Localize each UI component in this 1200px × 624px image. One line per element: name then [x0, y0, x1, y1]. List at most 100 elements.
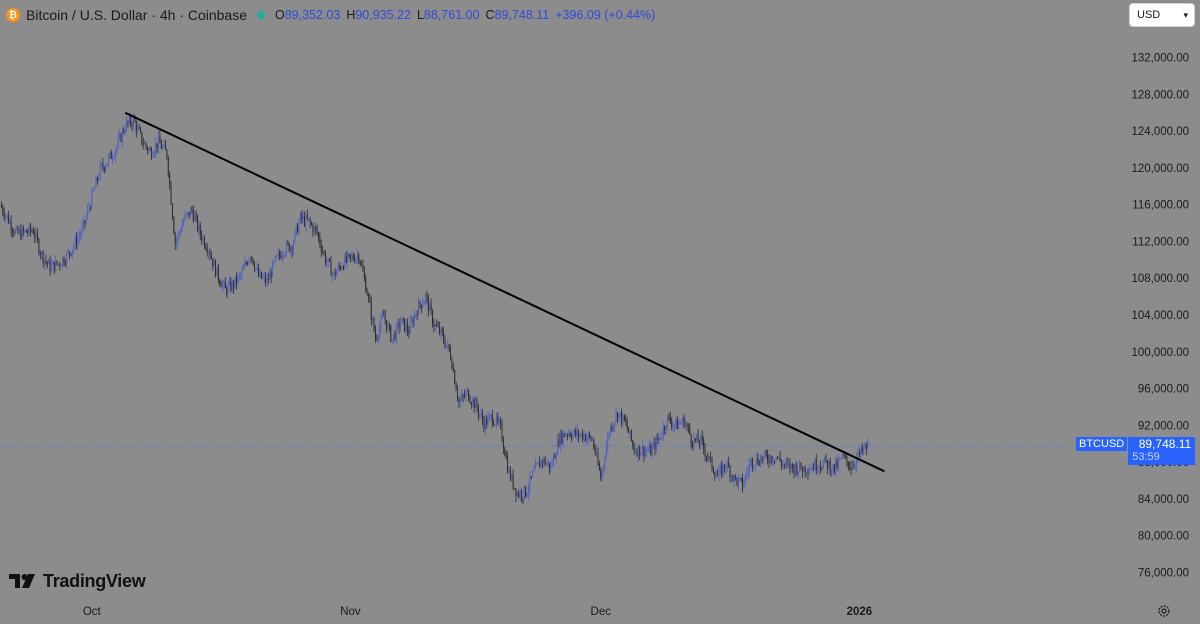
- candle-body: [370, 302, 372, 321]
- candle-body: [732, 475, 734, 481]
- candle-body: [758, 463, 760, 466]
- candle-body: [813, 467, 815, 470]
- candle-body: [400, 322, 401, 328]
- candle-body: [626, 421, 628, 429]
- candle-body: [728, 462, 730, 468]
- price-tag-price: 89,748.11: [1138, 437, 1192, 451]
- candle-body: [248, 259, 250, 265]
- candle-body: [678, 423, 680, 429]
- candle-body: [69, 251, 71, 254]
- candle-body: [280, 255, 282, 259]
- candle-body: [710, 456, 712, 458]
- candle-body: [458, 398, 460, 403]
- candle-body: [525, 486, 527, 497]
- tradingview-logo[interactable]: TradingView: [9, 570, 146, 591]
- candle-body: [641, 446, 643, 454]
- candle-body: [291, 247, 293, 252]
- candle-body: [657, 437, 659, 440]
- candle-body: [644, 450, 646, 457]
- candle-body: [13, 231, 15, 234]
- chevron-down-icon: ▾: [1183, 9, 1188, 20]
- candle-body: [127, 120, 129, 123]
- currency-select[interactable]: USD ▾: [1129, 3, 1195, 27]
- candle-body: [598, 464, 600, 471]
- candle-body: [551, 464, 553, 466]
- candle-body: [440, 328, 442, 334]
- candle-body: [726, 462, 728, 468]
- candle-body: [469, 400, 471, 403]
- candle-body: [628, 428, 630, 434]
- candle-body: [719, 466, 721, 470]
- ohlc-high: H90,935.22: [346, 8, 411, 22]
- candle-body: [166, 149, 168, 158]
- candle-body: [546, 463, 548, 465]
- candle-body: [126, 120, 128, 130]
- candle-body: [639, 446, 641, 456]
- candle-body: [619, 412, 621, 414]
- candle-body: [151, 150, 153, 158]
- candle-body: [500, 421, 502, 424]
- y-tick-label: 128,000.00: [1131, 89, 1189, 101]
- candle-body: [146, 146, 148, 151]
- candle-body: [625, 420, 627, 422]
- candle-body: [413, 315, 415, 325]
- candle-body: [405, 324, 407, 332]
- candle-body: [822, 462, 824, 469]
- candle-body: [384, 315, 386, 321]
- candle-body: [858, 451, 860, 455]
- candle-body: [56, 260, 58, 265]
- candle-body: [851, 465, 853, 470]
- candle-body: [418, 301, 420, 315]
- candle-body: [347, 254, 349, 262]
- candle-body: [515, 488, 517, 496]
- symbol-title[interactable]: Bitcoin / U.S. Dollar · 4h · Coinbase: [26, 7, 247, 23]
- candle-body: [717, 475, 719, 477]
- candle-body: [373, 318, 375, 331]
- candle-body: [222, 283, 223, 288]
- candle-body: [195, 215, 197, 217]
- y-tick-label: 100,000.00: [1131, 347, 1189, 359]
- candle-body: [554, 455, 556, 459]
- candle-body: [667, 415, 668, 428]
- candle-body: [369, 296, 371, 303]
- candle-body: [386, 320, 388, 330]
- candle-body: [714, 472, 716, 477]
- candle-body: [608, 433, 610, 437]
- candle-body: [201, 235, 203, 241]
- candle-body: [810, 469, 812, 471]
- candle-body: [35, 232, 37, 238]
- candle-body: [764, 451, 766, 457]
- candle-body: [87, 208, 89, 217]
- candle-body: [594, 447, 596, 454]
- brand-name: TradingView: [43, 570, 146, 591]
- candle-body: [566, 434, 568, 436]
- trendline[interactable]: [124, 111, 885, 473]
- candle-body: [409, 321, 411, 334]
- candle-body: [260, 272, 262, 279]
- candle-body: [49, 260, 51, 272]
- candle-body: [835, 461, 837, 473]
- candle-body: [665, 427, 667, 430]
- candle-body: [281, 255, 283, 259]
- candle-body: [630, 430, 632, 441]
- candle-body: [744, 475, 746, 483]
- candle-body: [689, 427, 691, 435]
- settings-gear-icon[interactable]: [1157, 604, 1171, 618]
- candle-body: [234, 277, 236, 288]
- candle-body: [736, 477, 738, 485]
- candle-body: [240, 274, 242, 276]
- candle-body: [771, 456, 773, 462]
- candle-body: [493, 423, 495, 426]
- ohlc-values: O89,352.03 H90,935.22 L88,761.00 C89,748…: [275, 8, 655, 22]
- candle-body: [362, 264, 364, 272]
- candle-body: [825, 456, 827, 461]
- candle-body: [646, 450, 648, 452]
- candle-body: [227, 285, 229, 295]
- candle-body: [522, 497, 524, 499]
- candle-body: [487, 416, 489, 425]
- candle-body: [60, 265, 62, 267]
- candle-body: [760, 457, 762, 466]
- candle-body: [142, 143, 144, 145]
